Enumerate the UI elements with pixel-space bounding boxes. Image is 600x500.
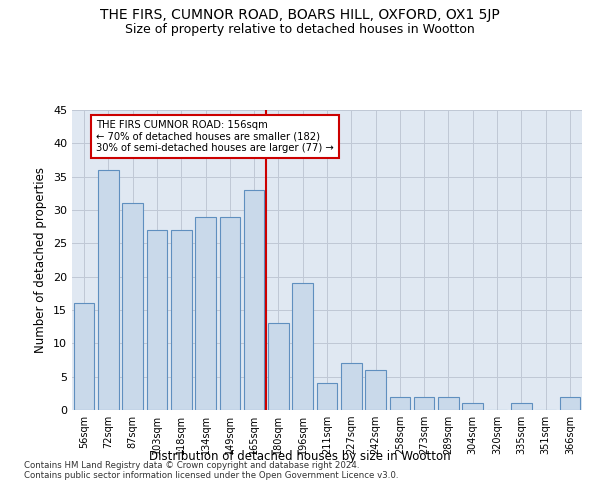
Bar — [389, 396, 410, 410]
Bar — [171, 230, 191, 410]
Bar — [244, 190, 265, 410]
Bar — [292, 284, 313, 410]
Bar — [463, 404, 483, 410]
Bar — [317, 384, 337, 410]
Bar — [560, 396, 580, 410]
Bar — [341, 364, 362, 410]
Y-axis label: Number of detached properties: Number of detached properties — [34, 167, 47, 353]
Text: Distribution of detached houses by size in Wootton: Distribution of detached houses by size … — [149, 450, 451, 463]
Bar — [414, 396, 434, 410]
Text: Size of property relative to detached houses in Wootton: Size of property relative to detached ho… — [125, 22, 475, 36]
Text: THE FIRS CUMNOR ROAD: 156sqm
← 70% of detached houses are smaller (182)
30% of s: THE FIRS CUMNOR ROAD: 156sqm ← 70% of de… — [96, 120, 334, 153]
Bar — [195, 216, 216, 410]
Bar — [365, 370, 386, 410]
Bar — [74, 304, 94, 410]
Bar — [220, 216, 240, 410]
Bar — [438, 396, 459, 410]
Bar — [268, 324, 289, 410]
Bar — [98, 170, 119, 410]
Bar — [122, 204, 143, 410]
Text: Contains HM Land Registry data © Crown copyright and database right 2024.
Contai: Contains HM Land Registry data © Crown c… — [24, 460, 398, 480]
Bar — [511, 404, 532, 410]
Text: THE FIRS, CUMNOR ROAD, BOARS HILL, OXFORD, OX1 5JP: THE FIRS, CUMNOR ROAD, BOARS HILL, OXFOR… — [100, 8, 500, 22]
Bar — [146, 230, 167, 410]
